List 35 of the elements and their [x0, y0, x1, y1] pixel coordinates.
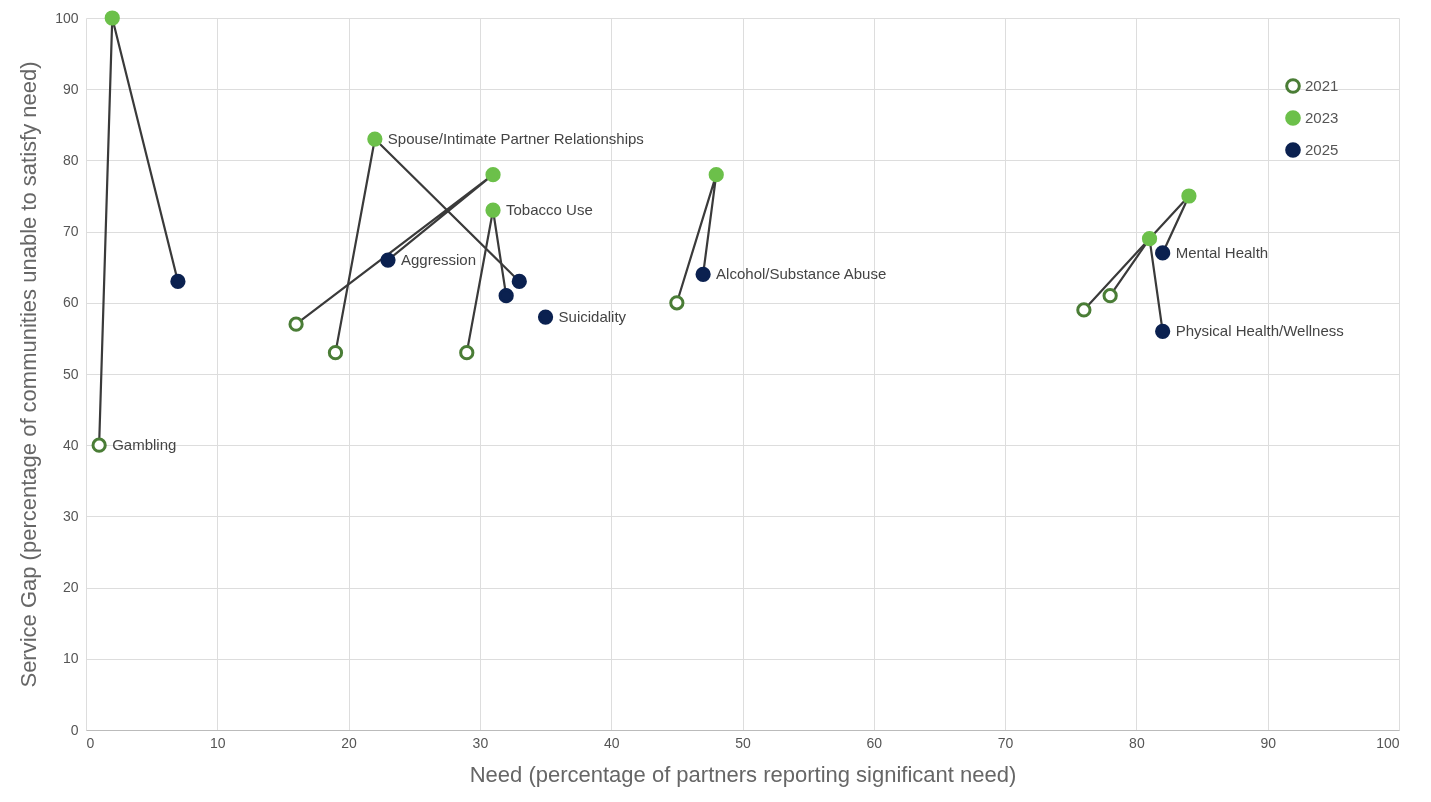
y-tick-label: 10	[62, 650, 79, 667]
x-tick-label: 80	[1129, 734, 1145, 751]
x-tick-label: 70	[997, 734, 1014, 751]
y-tick-label: 80	[62, 151, 79, 168]
y-tick-label: 70	[62, 223, 79, 240]
annotation: Spouse/Intimate Partner Relationships	[387, 130, 644, 148]
x-axis-title: Need (percentage of partners reporting significant need)	[469, 761, 1017, 787]
x-tick-label: 100	[1376, 734, 1400, 751]
legend-label: 2023	[1305, 109, 1339, 126]
y-tick-label: 20	[62, 579, 79, 596]
y-tick-label: 60	[62, 294, 79, 311]
x-tick-label: 60	[866, 734, 883, 751]
annotation: Suicidality	[558, 308, 627, 326]
x-tick-label: 10	[210, 734, 226, 751]
x-tick-label: 90	[1260, 734, 1277, 751]
legend-label: 2025	[1305, 141, 1339, 158]
x-tick-label: 50	[735, 734, 751, 751]
y-tick-label: 90	[62, 80, 79, 97]
annotation: Aggression	[400, 251, 477, 269]
legend-label: 2021	[1305, 77, 1339, 94]
annotation: Tobacco Use	[506, 201, 593, 219]
annotation: Physical Health/Wellness	[1175, 322, 1344, 340]
x-tick-label: 30	[472, 734, 489, 751]
y-tick-label: 50	[62, 365, 79, 382]
y-tick-label: 40	[62, 436, 79, 453]
x-tick-label: 20	[341, 734, 358, 751]
y-tick-label: 30	[62, 507, 79, 524]
annotation: Alcohol/Substance Abuse	[716, 265, 887, 283]
y-tick-label: 100	[55, 9, 79, 26]
x-tick-label: 0	[86, 734, 95, 751]
annotation: Gambling	[112, 436, 177, 454]
y-axis-title: Service Gap (percentage of communities unable to satisfy need)	[16, 61, 42, 688]
x-tick-label: 40	[603, 734, 620, 751]
annotation: Mental Health	[1175, 243, 1269, 261]
y-tick-label: 0	[70, 721, 79, 738]
